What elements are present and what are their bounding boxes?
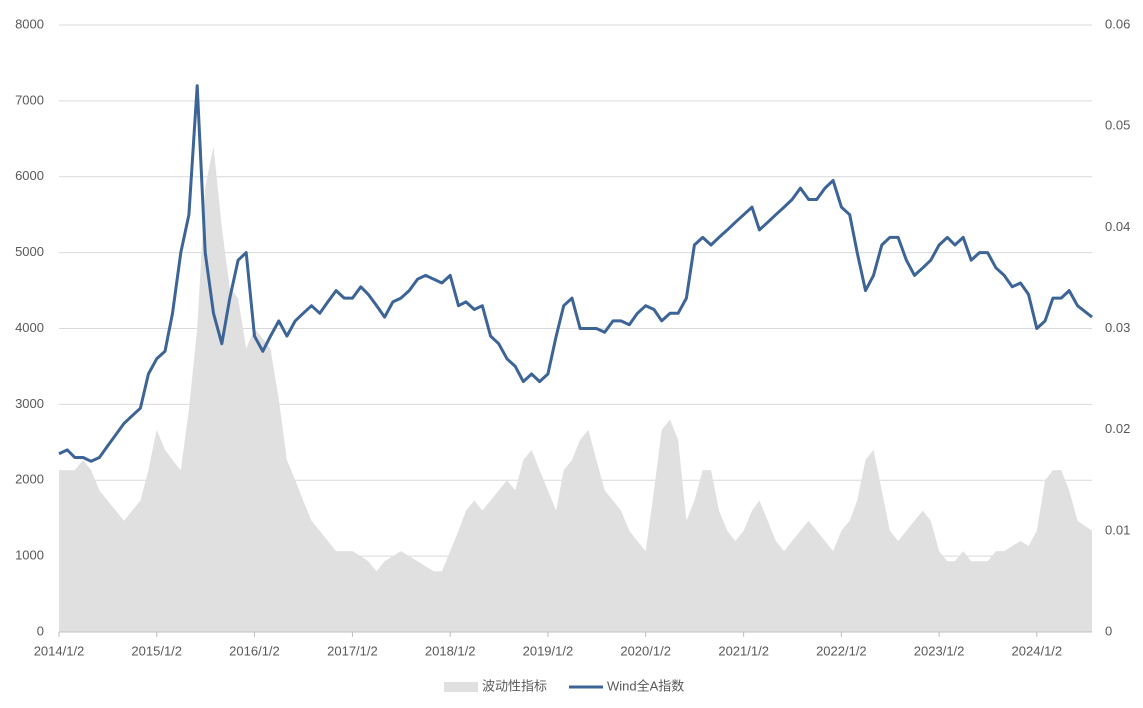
y2-tick-label: 0.03: [1105, 320, 1130, 335]
y2-tick-label: 0.06: [1105, 16, 1130, 31]
x-tick-label: 2017/1/2: [327, 643, 378, 658]
y2-tick-label: 0: [1105, 623, 1112, 638]
y-tick-label: 4000: [15, 320, 44, 335]
x-tick-label: 2018/1/2: [425, 643, 476, 658]
line: [58, 84, 1093, 463]
y-tick-label: 5000: [15, 244, 44, 259]
y-tick-label: 6000: [15, 168, 44, 183]
y-tick-label: 3000: [15, 396, 44, 411]
area: [59, 146, 1092, 632]
x-tick-label: 2014/1/2: [34, 643, 85, 658]
x-tick-label: 2022/1/2: [816, 643, 867, 658]
y-tick-label: 8000: [15, 16, 44, 31]
x-tick-label: 2019/1/2: [523, 643, 574, 658]
x-tick-label: 2024/1/2: [1012, 643, 1063, 658]
y2-tick-label: 0.02: [1105, 421, 1130, 436]
y-tick-label: 7000: [15, 92, 44, 107]
x-tick-label: 2016/1/2: [229, 643, 280, 658]
y2-tick-label: 0.05: [1105, 118, 1130, 133]
y-tick-label: 0: [37, 623, 44, 638]
legend-label: Wind全A指数: [607, 678, 684, 693]
y-tick-label: 1000: [15, 548, 44, 563]
x-tick-label: 2015/1/2: [131, 643, 182, 658]
y2-tick-label: 0.04: [1105, 219, 1130, 234]
x-tick-label: 2021/1/2: [718, 643, 769, 658]
legend-label: 波动性指标: [482, 678, 547, 693]
x-tick-label: 2023/1/2: [914, 643, 965, 658]
legend-swatch: [444, 682, 478, 692]
x-tick-label: 2020/1/2: [620, 643, 671, 658]
y2-tick-label: 0.01: [1105, 522, 1130, 537]
y-tick-label: 2000: [15, 472, 44, 487]
